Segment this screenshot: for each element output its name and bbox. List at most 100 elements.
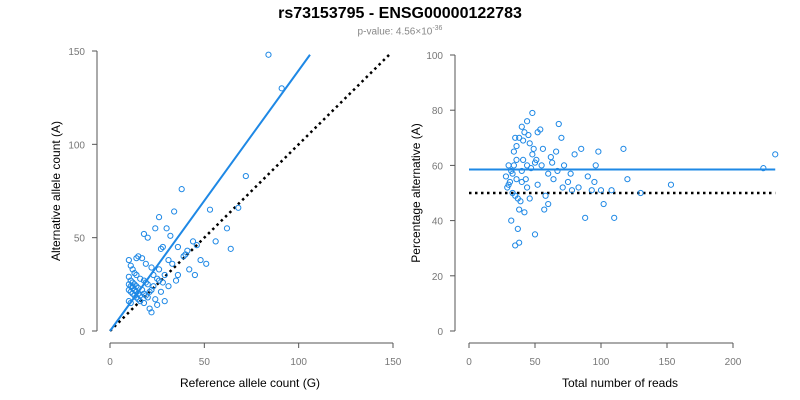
data-point bbox=[508, 217, 515, 224]
data-point bbox=[760, 165, 767, 172]
data-point bbox=[553, 148, 560, 155]
data-point bbox=[157, 288, 165, 295]
data-point bbox=[667, 181, 675, 188]
data-point bbox=[518, 123, 525, 130]
data-point bbox=[513, 142, 520, 150]
data-point bbox=[559, 184, 566, 191]
data-point bbox=[127, 299, 134, 307]
regression-line bbox=[109, 54, 311, 332]
data-point bbox=[174, 243, 182, 251]
y-axis-label: Alternative allele count (A) bbox=[49, 121, 63, 261]
y-axis-label: Percentage alternative (A) bbox=[409, 123, 423, 262]
data-point bbox=[152, 225, 159, 232]
y-tick-label: 100 bbox=[426, 51, 443, 62]
data-point bbox=[157, 245, 165, 252]
data-point bbox=[611, 214, 618, 221]
data-point bbox=[567, 170, 574, 177]
data-point bbox=[523, 162, 531, 169]
allele-count-panel: 0 50 100 150 0 50 100 150 Reference allele count… bbox=[49, 47, 402, 390]
data-point bbox=[191, 271, 198, 279]
data-point bbox=[591, 178, 598, 186]
y-tick-label: 150 bbox=[68, 47, 85, 58]
data-point bbox=[534, 181, 541, 188]
data-point bbox=[171, 208, 178, 215]
x-tick-label: 150 bbox=[385, 357, 402, 368]
y-tick-label: 60 bbox=[432, 161, 444, 172]
data-point bbox=[533, 156, 540, 163]
data-point bbox=[169, 260, 176, 267]
data-point bbox=[518, 178, 525, 186]
chart-title: rs73153795 - ENSG00000122783 bbox=[278, 5, 522, 22]
data-point bbox=[510, 162, 517, 169]
data-point bbox=[541, 206, 548, 213]
data-point bbox=[186, 266, 193, 273]
x-tick-label: 0 bbox=[107, 357, 113, 368]
data-point bbox=[150, 283, 157, 290]
data-point bbox=[624, 176, 631, 183]
data-point bbox=[554, 167, 561, 175]
data-point bbox=[223, 225, 231, 232]
data-point bbox=[523, 184, 531, 191]
data-point bbox=[148, 264, 155, 271]
x-axis-label: Reference allele count (G) bbox=[180, 376, 320, 390]
data-point bbox=[144, 281, 151, 288]
data-point bbox=[155, 214, 163, 221]
x-tick-label: 100 bbox=[593, 357, 610, 368]
data-point bbox=[517, 198, 524, 205]
data-point bbox=[509, 170, 516, 177]
data-point bbox=[138, 255, 146, 262]
data-point bbox=[505, 162, 512, 169]
data-point bbox=[172, 277, 180, 284]
pvalue-text: p-value: 4.56×10 bbox=[357, 26, 433, 38]
percentage-alt-panel: 0 50 100 150 200 0 20 40 60 80 100 Total number of … bbox=[409, 51, 779, 390]
data-point bbox=[174, 271, 182, 279]
data-point bbox=[516, 206, 523, 213]
data-point bbox=[212, 238, 219, 245]
data-point bbox=[526, 195, 533, 202]
data-point bbox=[539, 145, 547, 152]
data-point bbox=[127, 283, 134, 290]
data-point bbox=[155, 266, 163, 273]
data-point bbox=[516, 239, 523, 246]
data-point bbox=[521, 209, 528, 216]
data-point bbox=[165, 283, 172, 290]
data-point bbox=[560, 162, 568, 169]
data-point bbox=[547, 154, 554, 161]
x-tick-label: 0 bbox=[466, 357, 472, 368]
data-point bbox=[189, 238, 197, 245]
y-tick-label: 100 bbox=[68, 140, 85, 151]
data-point bbox=[159, 243, 166, 251]
data-point bbox=[772, 151, 779, 158]
data-point bbox=[510, 148, 517, 155]
data-point bbox=[129, 284, 136, 292]
data-point bbox=[125, 281, 132, 288]
data-point bbox=[520, 137, 527, 144]
data-point bbox=[148, 309, 155, 316]
data-point bbox=[142, 260, 149, 267]
data-point bbox=[523, 118, 531, 125]
data-point bbox=[167, 232, 174, 239]
data-point bbox=[518, 167, 525, 175]
data-point bbox=[571, 151, 578, 158]
data-point bbox=[578, 145, 585, 152]
data-point bbox=[502, 173, 510, 180]
data-point bbox=[131, 270, 138, 277]
data-point bbox=[564, 178, 572, 186]
data-point bbox=[538, 162, 545, 169]
data-point bbox=[526, 140, 533, 147]
data-point bbox=[545, 200, 552, 208]
data-point bbox=[584, 173, 591, 180]
data-point bbox=[550, 176, 557, 183]
y-tick-label: 0 bbox=[437, 327, 443, 338]
data-point bbox=[193, 242, 200, 249]
data-point bbox=[558, 134, 565, 141]
data-point bbox=[235, 204, 242, 211]
data-point bbox=[178, 186, 185, 193]
x-tick-label: 50 bbox=[529, 357, 541, 368]
data-point bbox=[197, 256, 204, 264]
data-point bbox=[514, 225, 521, 232]
data-point bbox=[144, 234, 151, 241]
data-point bbox=[154, 301, 161, 308]
data-point bbox=[513, 176, 520, 183]
data-point bbox=[182, 251, 189, 258]
